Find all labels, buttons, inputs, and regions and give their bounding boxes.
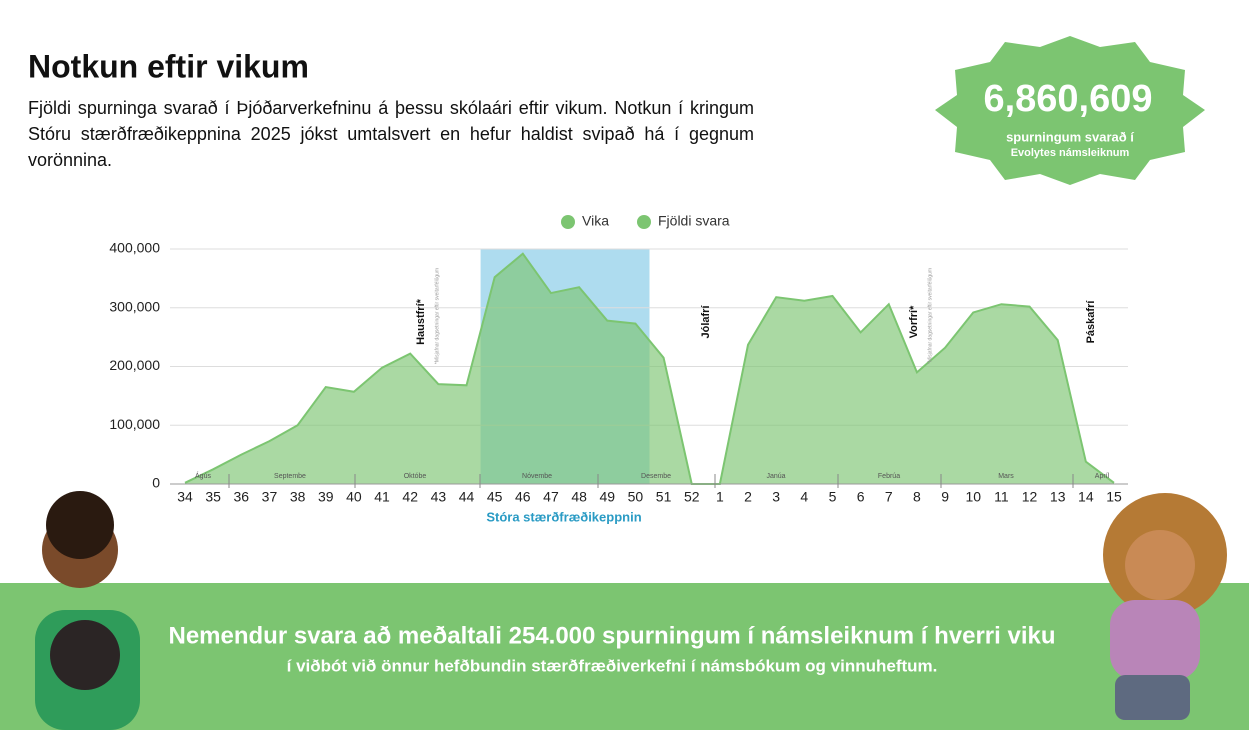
x-tick-label: 8 xyxy=(913,489,921,505)
x-tick-label: 43 xyxy=(431,489,447,505)
legend-swatch xyxy=(637,215,651,229)
description: Fjöldi spurninga svarað í Þjóðarverkefni… xyxy=(28,98,754,170)
character-right xyxy=(1103,493,1227,720)
month-label: Janúa xyxy=(766,473,785,480)
x-tick-label: 2 xyxy=(744,489,752,505)
annotation: Páskafrí xyxy=(1085,300,1097,344)
footer-line: Nemendur svara að meðaltali 254.000 spur… xyxy=(168,622,1055,649)
x-tick-label: 7 xyxy=(885,489,893,505)
area xyxy=(185,253,1114,484)
y-tick-label: 0 xyxy=(152,475,160,491)
y-tick-label: 400,000 xyxy=(109,240,160,256)
x-tick-label: 40 xyxy=(346,489,362,505)
annotation: Haustfrí* xyxy=(415,298,427,345)
x-tick-label: 36 xyxy=(234,489,250,505)
character-left xyxy=(35,491,140,730)
annotation-note: *Misjafnar dagsetningar eftir sveitarfél… xyxy=(927,268,933,364)
x-tick-label: 51 xyxy=(656,489,672,505)
badge-line: Evolytes námsleiknum xyxy=(1011,147,1130,159)
month-label: Desembe xyxy=(641,473,671,480)
x-tick-label: 49 xyxy=(599,489,615,505)
x-tick-label: 37 xyxy=(262,489,278,505)
x-tick-label: 11 xyxy=(994,489,1009,505)
x-tick-label: 45 xyxy=(487,489,503,505)
month-label: Septembe xyxy=(274,473,306,480)
y-tick-label: 300,000 xyxy=(109,298,160,314)
line xyxy=(184,252,1115,485)
x-tick-label: 42 xyxy=(402,489,418,505)
x-tick-label: 46 xyxy=(515,489,531,505)
badge-line: spurningum svarað í xyxy=(1006,129,1134,144)
title: Notkun eftir vikum xyxy=(28,48,309,84)
x-tick-label: 15 xyxy=(1106,489,1122,505)
month-label: Apríl xyxy=(1095,473,1110,480)
footer-band xyxy=(0,583,1249,730)
legend-swatch xyxy=(561,215,575,229)
x-tick-label: 1 xyxy=(716,489,724,505)
x-tick-label: 50 xyxy=(628,489,644,505)
badge-number: 6,860,609 xyxy=(983,78,1152,120)
highlight-label: Stóra stærðfræðikeppnin xyxy=(486,509,641,524)
x-tick-label: 5 xyxy=(829,489,837,505)
annotation: Vorfrí* xyxy=(908,305,920,339)
x-tick-label: 48 xyxy=(571,489,587,505)
x-tick-label: 52 xyxy=(684,489,700,505)
month-label: Mars xyxy=(998,473,1014,480)
y-tick-label: 200,000 xyxy=(109,357,160,373)
x-tick-label: 14 xyxy=(1078,489,1094,505)
legend-label: Vika xyxy=(582,213,609,229)
x-tick-label: 35 xyxy=(205,489,221,505)
x-tick-label: 3 xyxy=(772,489,780,505)
x-tick-label: 10 xyxy=(965,489,981,505)
x-tick-label: 13 xyxy=(1050,489,1066,505)
badge-burst xyxy=(935,36,1205,185)
month-label: Októbe xyxy=(404,473,427,480)
x-tick-label: 6 xyxy=(857,489,865,505)
y-tick-label: 100,000 xyxy=(109,416,160,432)
x-tick-label: 44 xyxy=(459,489,475,505)
x-tick-label: 12 xyxy=(1022,489,1038,505)
x-tick-label: 9 xyxy=(941,489,949,505)
month-label: Nóvembe xyxy=(522,473,552,480)
month-label: Ágús xyxy=(195,471,211,480)
x-tick-label: 39 xyxy=(318,489,334,505)
x-tick-label: 41 xyxy=(374,489,390,505)
month-label: Febrúa xyxy=(878,473,900,480)
legend-label: Fjöldi svara xyxy=(658,213,730,229)
annotation: Jólafrí xyxy=(700,305,712,339)
footer-line: í viðbót við önnur hefðbundin stærðfræði… xyxy=(287,656,938,675)
x-tick-label: 4 xyxy=(800,489,808,505)
x-tick-label: 38 xyxy=(290,489,306,505)
annotation-note: *Misjafnar dagsetningar eftir sveitarfél… xyxy=(434,268,440,364)
x-tick-label: 47 xyxy=(543,489,559,505)
x-tick-label: 34 xyxy=(177,489,193,505)
